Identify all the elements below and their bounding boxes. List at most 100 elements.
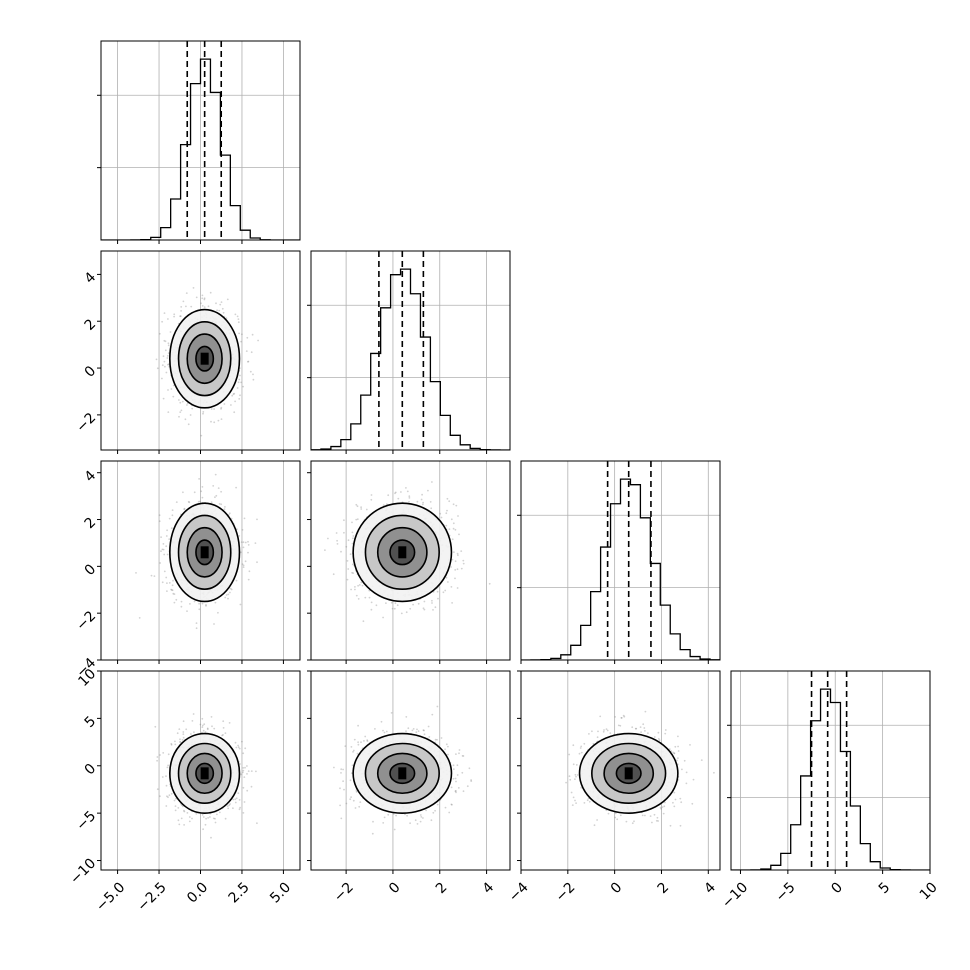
- scatter-point: [187, 500, 190, 503]
- scatter-point: [202, 828, 205, 831]
- scatter-point: [409, 607, 412, 610]
- scatter-point: [188, 820, 191, 823]
- scatter-point: [238, 747, 241, 750]
- scatter-point: [190, 305, 193, 308]
- scatter-point: [179, 738, 181, 741]
- scatter-point: [154, 725, 157, 728]
- scatter-point: [232, 807, 234, 810]
- scatter-point: [385, 602, 387, 604]
- scatter-point: [336, 543, 339, 545]
- scatter-point: [185, 728, 188, 731]
- scatter-point: [217, 487, 220, 489]
- scatter-point: [181, 400, 184, 403]
- scatter-point: [462, 559, 465, 562]
- scatter-point: [460, 567, 463, 570]
- scatter-point: [405, 487, 407, 489]
- y-tick-label: 0: [82, 363, 100, 381]
- scatter-point: [180, 600, 183, 603]
- scatter-point: [390, 601, 393, 604]
- scatter-point: [230, 588, 233, 591]
- scatter-point: [454, 528, 457, 531]
- scatter-point: [220, 406, 223, 409]
- scatter-point: [168, 517, 171, 520]
- scatter-point: [199, 500, 202, 503]
- scatter-point: [175, 797, 177, 800]
- scatter-point: [177, 807, 180, 809]
- scatter-point: [210, 716, 213, 718]
- scatter-point: [350, 772, 353, 775]
- y-tick-label: −2: [73, 410, 99, 436]
- scatter-point: [168, 538, 171, 540]
- scatter-point: [391, 607, 394, 610]
- scatter-point: [221, 307, 224, 310]
- scatter-point: [343, 788, 345, 791]
- scatter-point: [440, 516, 443, 519]
- scatter-point: [238, 799, 241, 801]
- scatter-point: [198, 608, 201, 611]
- scatter-point: [202, 411, 205, 413]
- scatter-point: [250, 770, 253, 772]
- scatter-point: [201, 724, 204, 727]
- scatter-point: [360, 581, 363, 584]
- scatter-point: [244, 766, 246, 769]
- scatter-point: [222, 727, 225, 729]
- scatter-point: [227, 807, 230, 810]
- scatter-point: [171, 509, 174, 511]
- scatter-point: [247, 578, 250, 581]
- panel-frame: [310, 460, 511, 661]
- scatter-point: [247, 770, 250, 772]
- scatter-point: [231, 394, 234, 397]
- scatter-point: [448, 528, 451, 530]
- scatter-point: [186, 610, 188, 612]
- scatter-point: [382, 504, 385, 506]
- y-tick-label: 0: [82, 761, 100, 779]
- scatter-point: [173, 799, 176, 802]
- scatter-point: [245, 350, 248, 352]
- scatter-point: [218, 811, 221, 814]
- scatter-point: [180, 306, 183, 308]
- scatter-point: [347, 568, 350, 570]
- scatter-point: [336, 539, 338, 542]
- scatter-point: [236, 387, 239, 389]
- scatter-point: [217, 611, 219, 614]
- scatter-point: [164, 349, 167, 352]
- scatter-point: [394, 602, 397, 605]
- scatter-point: [162, 543, 165, 545]
- scatter-point: [357, 584, 359, 587]
- scatter-point: [202, 816, 205, 818]
- scatter-point: [188, 501, 191, 504]
- scatter-point: [178, 728, 181, 730]
- scatter-point: [170, 589, 173, 591]
- scatter-point: [183, 809, 185, 812]
- scatter-point: [244, 747, 247, 750]
- scatter-point: [242, 767, 245, 769]
- scatter-point: [195, 627, 198, 630]
- scatter-point: [179, 741, 182, 743]
- histogram-steps: [311, 268, 510, 450]
- scatter-point: [179, 741, 181, 743]
- scatter-point: [155, 358, 158, 361]
- scatter-point: [156, 788, 159, 791]
- scatter-point: [238, 808, 241, 811]
- scatter-point: [185, 292, 188, 294]
- scatter-point: [351, 531, 354, 534]
- scatter-point: [241, 563, 244, 566]
- scatter-point: [200, 434, 203, 437]
- y-tick-label: −5: [73, 808, 99, 834]
- scatter-point: [241, 333, 243, 336]
- scatter-point: [189, 603, 191, 605]
- scatter-point: [234, 741, 237, 744]
- scatter-point: [168, 582, 171, 584]
- scatter-point: [242, 541, 245, 544]
- scatter-point: [352, 535, 355, 537]
- scatter-point: [188, 816, 191, 818]
- scatter-point: [370, 494, 373, 496]
- scatter-point: [205, 605, 207, 607]
- scatter-point: [436, 590, 439, 593]
- scatter-point: [167, 411, 170, 413]
- scatter-point: [220, 408, 222, 410]
- scatter-point: [161, 364, 164, 367]
- scatter-point: [171, 589, 174, 592]
- scatter-point: [167, 363, 169, 366]
